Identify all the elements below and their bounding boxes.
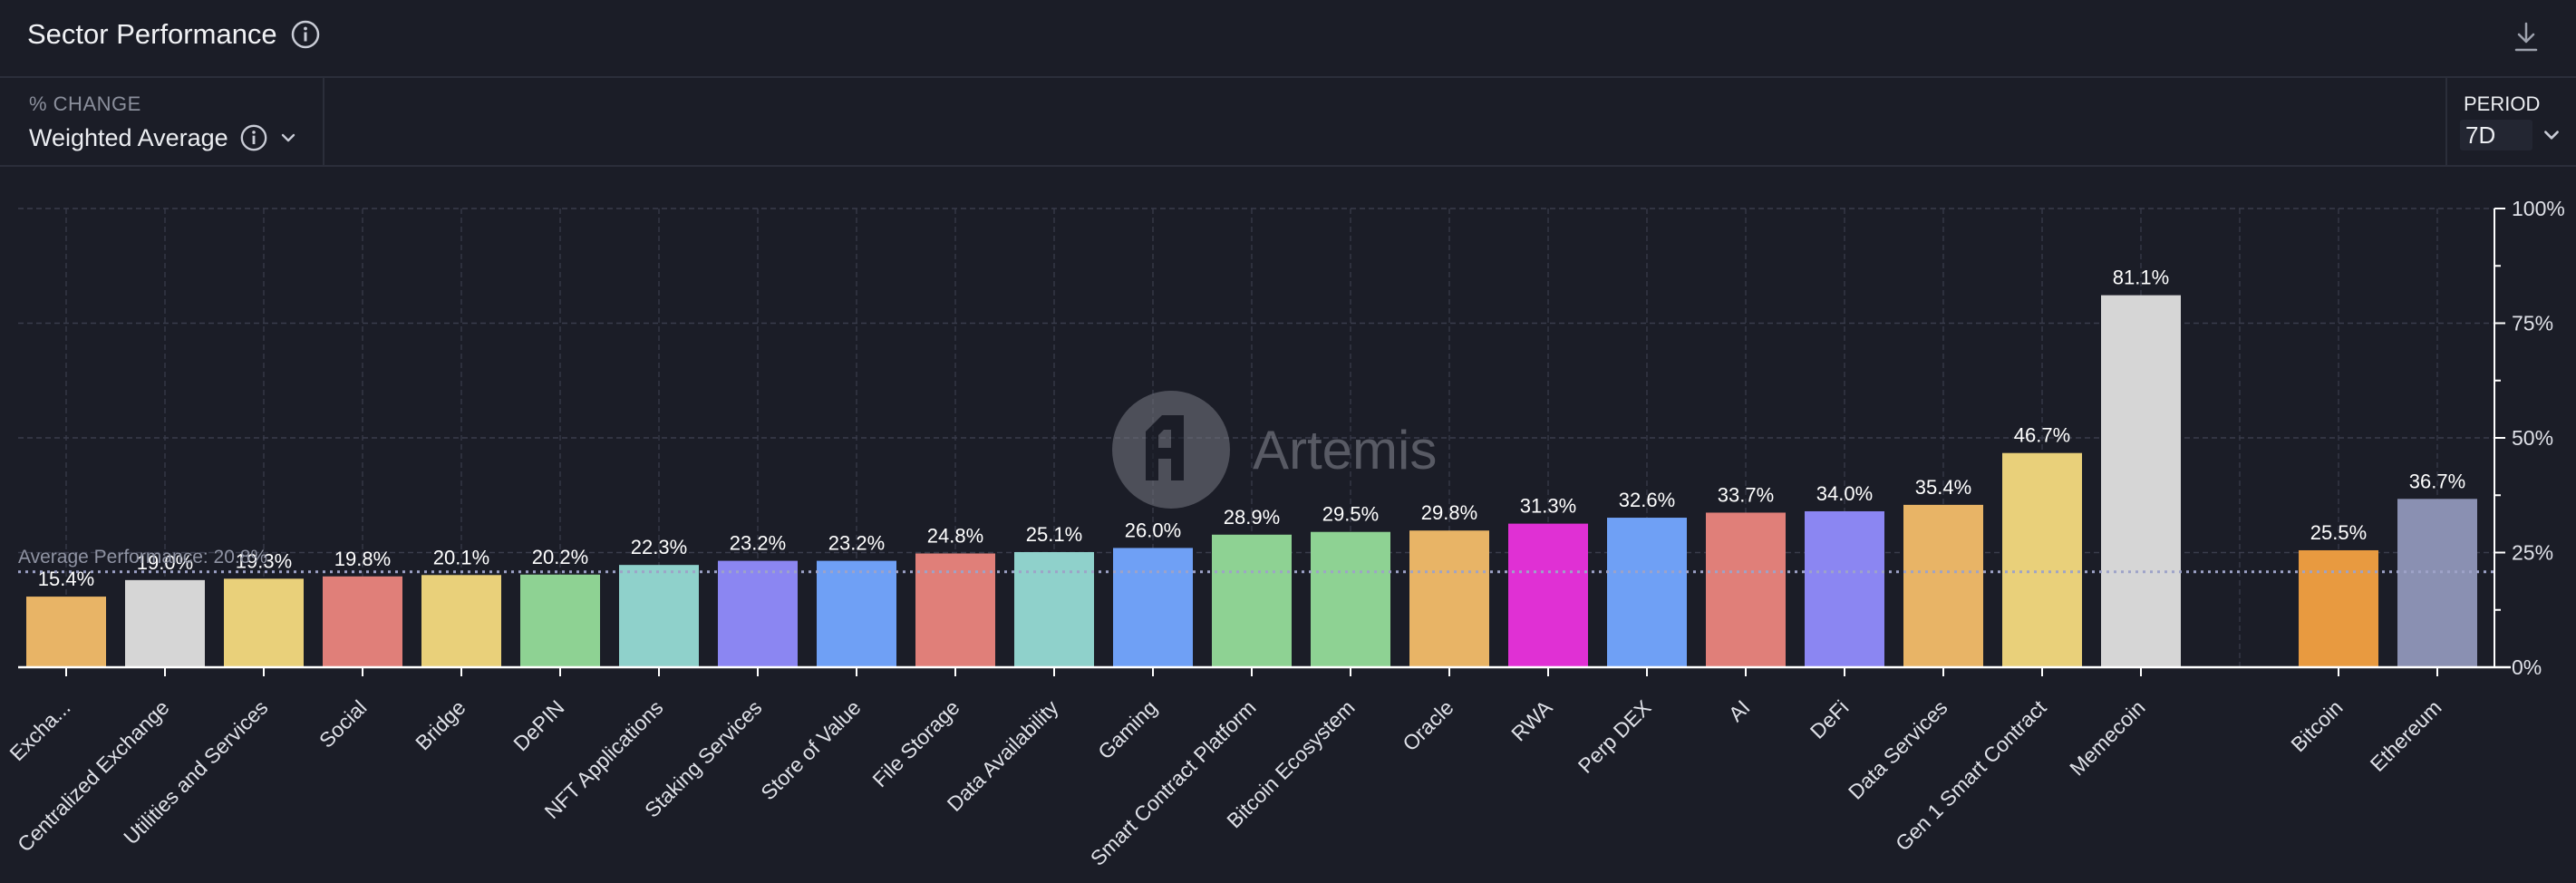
bar bbox=[1014, 551, 1094, 667]
bar bbox=[224, 578, 304, 667]
bar-value-label: 24.8% bbox=[927, 525, 983, 548]
bar bbox=[1508, 523, 1588, 667]
download-icon[interactable] bbox=[2511, 20, 2542, 54]
average-label: Average Performance: 20.8% bbox=[18, 547, 267, 568]
bar-value-label: 19.0% bbox=[137, 551, 193, 574]
watermark-text: Artemis bbox=[1253, 420, 1437, 480]
change-type-dropdown[interactable]: % CHANGE Weighted Average bbox=[0, 78, 324, 165]
bar bbox=[26, 597, 106, 667]
bar-value-label: 36.7% bbox=[2409, 470, 2465, 492]
sector-bar-chart: Artemis 15.4%19.0% 19.3% 19.8% 20.1% 20.2% 22… bbox=[5, 197, 2564, 870]
bar-value-label: 25.5% bbox=[2310, 521, 2367, 544]
bar bbox=[2101, 295, 2181, 667]
bar bbox=[1805, 510, 1884, 667]
bar bbox=[1311, 531, 1390, 667]
x-tick-label: Smart Contract Platform bbox=[1086, 695, 1261, 870]
bar-value-label: 23.2% bbox=[730, 532, 786, 555]
y-tick-label: 100% bbox=[2512, 197, 2565, 220]
x-tick-label: AI bbox=[1724, 695, 1755, 726]
bar bbox=[125, 579, 205, 667]
bar-value-label: 35.4% bbox=[1915, 476, 1971, 499]
bar-value-label: 33.7% bbox=[1718, 483, 1774, 506]
x-tick-label: DePIN bbox=[508, 695, 568, 755]
bar-value-label: 32.6% bbox=[1619, 489, 1675, 511]
bar-value-label: 28.9% bbox=[1224, 506, 1280, 529]
chart-controls: % CHANGE Weighted Average PERIOD 7D bbox=[0, 78, 2576, 167]
bar bbox=[323, 576, 402, 667]
chart-title-wrap: Sector Performance bbox=[27, 18, 321, 51]
info-icon[interactable] bbox=[290, 19, 321, 50]
bar bbox=[1706, 512, 1786, 667]
bar bbox=[1607, 518, 1687, 667]
bar-value-label: 23.2% bbox=[828, 532, 885, 555]
bar-value-label: 25.1% bbox=[1026, 523, 1082, 546]
x-tick-label: RWA bbox=[1506, 695, 1557, 746]
chart-header: Sector Performance bbox=[0, 0, 2576, 78]
y-tick-label: 50% bbox=[2512, 426, 2553, 450]
period-dropdown[interactable]: PERIOD 7D bbox=[2445, 78, 2576, 165]
x-tick-label: Social bbox=[315, 695, 372, 752]
bar-value-label: 29.5% bbox=[1322, 503, 1379, 526]
change-value: Weighted Average bbox=[29, 123, 228, 151]
y-tick-label: 25% bbox=[2512, 541, 2553, 565]
info-icon[interactable] bbox=[239, 123, 268, 152]
change-value-wrap: Weighted Average bbox=[29, 123, 297, 152]
x-tick-label: Bridge bbox=[411, 695, 470, 754]
x-tick-label: Excha... bbox=[5, 695, 74, 765]
bar-value-label: 26.0% bbox=[1125, 519, 1181, 541]
x-tick-label: Gaming bbox=[1093, 695, 1161, 763]
x-tick-label: File Storage bbox=[867, 695, 964, 791]
bar-value-label: 81.1% bbox=[2113, 267, 2169, 289]
bar bbox=[817, 560, 896, 667]
bars-group: 15.4%19.0% 19.3% 19.8% 20.1% 20.2% 22.3% 23.2%… bbox=[26, 267, 2477, 667]
chevron-down-icon bbox=[281, 133, 295, 142]
bar bbox=[421, 575, 501, 667]
bar bbox=[1903, 504, 1983, 667]
bar-value-label: 19.3% bbox=[236, 549, 292, 572]
bar-value-label: 31.3% bbox=[1520, 495, 1576, 518]
watermark: Artemis bbox=[1112, 391, 1437, 509]
period-label: PERIOD bbox=[2464, 92, 2541, 115]
bar bbox=[2299, 549, 2378, 667]
x-tick-label: Oracle bbox=[1398, 695, 1457, 755]
bar bbox=[520, 574, 600, 667]
y-tick-label: 75% bbox=[2512, 312, 2553, 335]
bar bbox=[1113, 548, 1193, 667]
bar-value-label: 46.7% bbox=[2014, 424, 2070, 447]
x-tick-label: Memecoin bbox=[2065, 695, 2149, 780]
bar bbox=[619, 565, 699, 667]
x-tick-label: Perp DEX bbox=[1574, 695, 1656, 778]
bar-value-label: 19.8% bbox=[334, 548, 391, 570]
x-tick-label: Ethereum bbox=[2366, 695, 2446, 776]
bar bbox=[1409, 530, 1489, 667]
x-tick-label: Data Services bbox=[1844, 695, 1952, 804]
chevron-down-icon bbox=[2544, 131, 2559, 140]
bar-value-label: 20.1% bbox=[433, 546, 489, 568]
average-line-group: Average Performance: 20.8% bbox=[18, 547, 2494, 574]
chart-title: Sector Performance bbox=[27, 18, 277, 50]
bar-value-label: 34.0% bbox=[1816, 482, 1873, 505]
change-label: % CHANGE bbox=[29, 92, 141, 115]
x-tick-label: DeFi bbox=[1806, 695, 1854, 743]
x-tick-label: Store of Value bbox=[756, 695, 865, 804]
bar bbox=[718, 560, 798, 667]
bar bbox=[2002, 452, 2082, 667]
bar-value-label: 22.3% bbox=[631, 536, 687, 558]
x-tick-label: Bitcoin bbox=[2286, 695, 2347, 756]
bar-value-label: 29.8% bbox=[1421, 501, 1477, 524]
bar-value-label: 20.2% bbox=[532, 546, 588, 568]
y-tick-label: 0% bbox=[2512, 655, 2542, 679]
bar bbox=[2397, 499, 2477, 667]
period-value: 7D bbox=[2460, 120, 2532, 150]
bar bbox=[1212, 534, 1292, 667]
